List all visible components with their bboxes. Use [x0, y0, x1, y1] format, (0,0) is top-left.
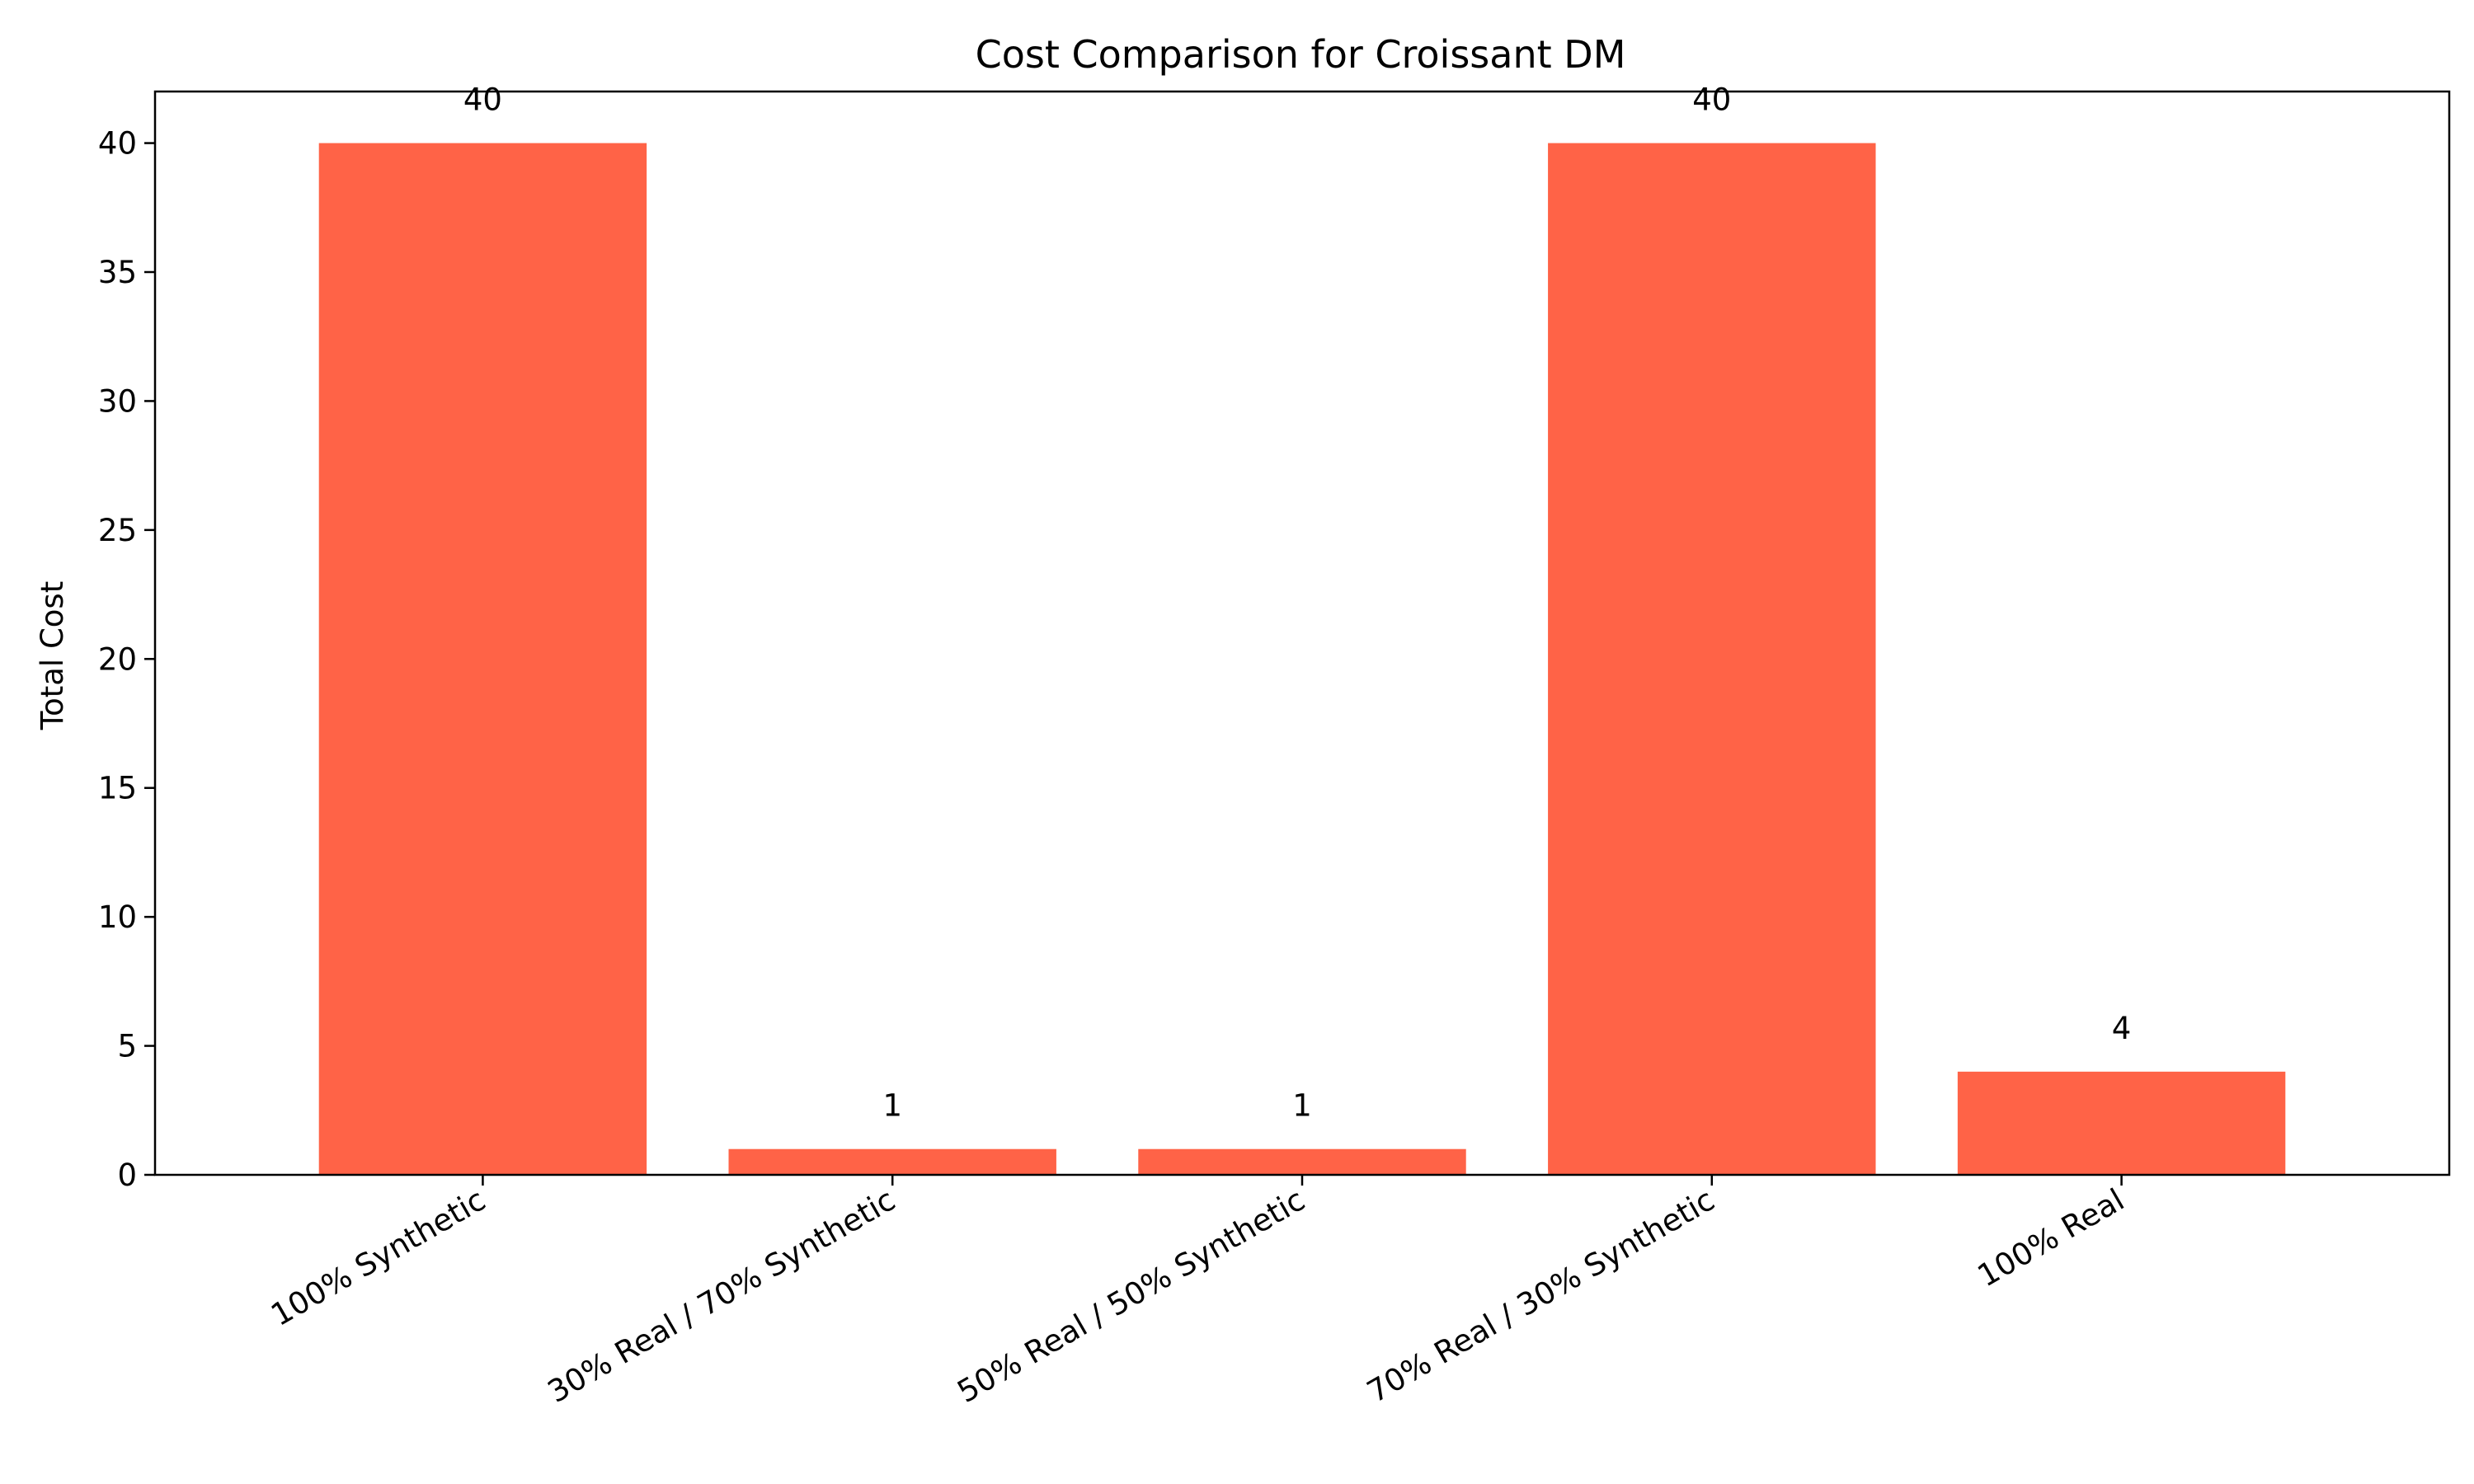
y-axis-label: Total Cost — [35, 581, 70, 730]
x-tick-label: 50% Real / 50% Synthetic — [952, 1182, 1311, 1410]
y-tick-label: 40 — [98, 126, 137, 162]
y-tick-label: 0 — [117, 1158, 137, 1193]
bar — [728, 1148, 1056, 1175]
plot-area-frame — [153, 90, 2451, 1176]
bar — [1138, 1148, 1466, 1175]
bar-value-label: 40 — [463, 82, 502, 118]
bar-value-label: 40 — [1692, 82, 1731, 118]
y-tick-label: 10 — [98, 899, 137, 935]
bar-value-label: 1 — [1292, 1088, 1312, 1124]
y-tick-label: 30 — [98, 383, 137, 419]
y-tick-label: 25 — [98, 513, 137, 548]
y-tick-label: 20 — [98, 641, 137, 677]
bar — [1548, 143, 1876, 1176]
data-labels-group: 40 1 1 40 4 — [463, 82, 2131, 1124]
y-tick-label: 35 — [98, 255, 137, 290]
y-tick-label: 5 — [117, 1029, 137, 1064]
chart-title: Cost Comparison for Croissant DM — [976, 32, 1626, 77]
x-tick-label: 30% Real / 70% Synthetic — [542, 1182, 901, 1410]
x-tick-label: 100% Synthetic — [265, 1182, 492, 1333]
x-axis-ticks: 100% Synthetic 30% Real / 70% Synthetic 50… — [265, 1175, 2130, 1410]
bar — [1957, 1071, 2286, 1175]
y-tick-label: 15 — [98, 771, 137, 806]
bar-value-label: 4 — [2112, 1011, 2132, 1046]
bars-group — [318, 143, 2286, 1176]
bar — [318, 143, 647, 1176]
x-tick-label: 70% Real / 30% Synthetic — [1361, 1182, 1720, 1410]
bar-value-label: 1 — [882, 1088, 902, 1124]
y-axis-ticks: 0 5 10 15 20 25 30 35 40 — [98, 126, 155, 1193]
x-tick-label: 100% Real — [1972, 1182, 2130, 1294]
